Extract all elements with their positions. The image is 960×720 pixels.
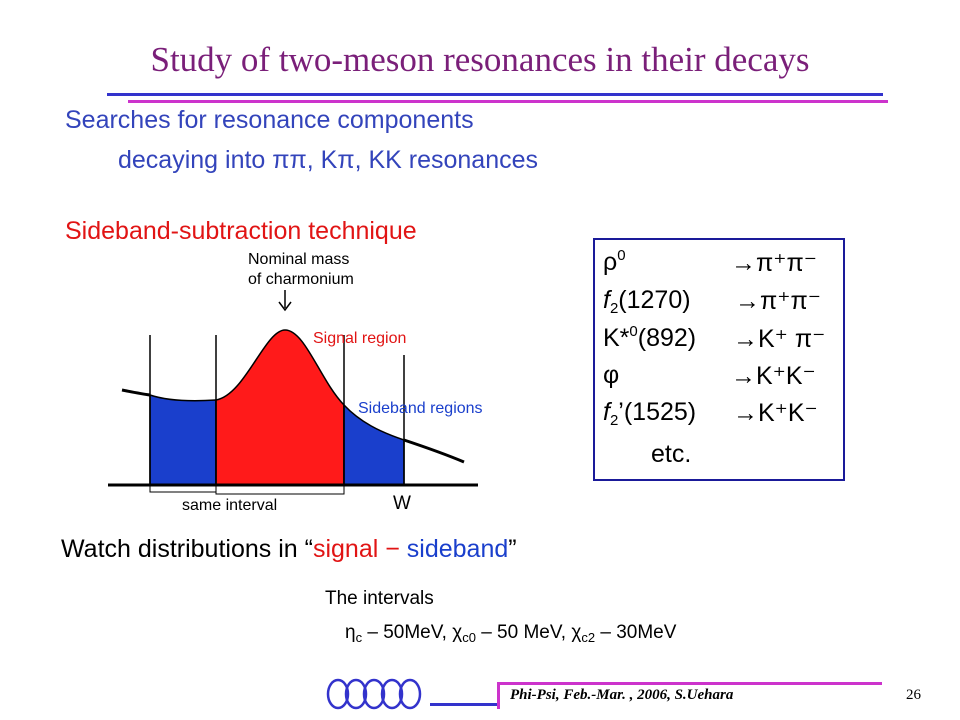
footer-bracket: [497, 682, 882, 709]
watch-suffix: ”: [508, 535, 517, 563]
nominal-label-line-2: of charmonium: [248, 271, 354, 288]
five-rings-logo-icon: [326, 678, 422, 710]
sideband-regions-label: Sideband regions: [358, 400, 483, 417]
chi2-symbol: χ: [571, 622, 582, 643]
watch-sideband: sideband: [406, 535, 509, 563]
chi0-symbol: χ: [452, 622, 463, 643]
eta-symbol: η: [345, 622, 356, 643]
page-number: 26: [906, 687, 921, 703]
watch-signal: signal: [312, 535, 379, 563]
chi0-sub: c0: [462, 630, 476, 645]
intro-line-2: decaying into ππ, Kπ, KK resonances: [118, 146, 539, 174]
section-title: Sideband-subtraction technique: [65, 217, 417, 245]
eta-sub: c: [355, 630, 363, 645]
title-underline-magenta: [128, 100, 888, 103]
decay-parent-mass: (1270): [618, 286, 691, 314]
chi2-sub: c2: [581, 630, 596, 645]
intervals-heading: The intervals: [325, 588, 434, 609]
decay-parent: f: [603, 286, 610, 314]
arrow-icon: →: [735, 287, 760, 315]
decay-products: π⁺π⁻: [760, 287, 821, 315]
decay-parent: ρ: [603, 248, 618, 276]
title-underline-blue: [107, 93, 883, 96]
arrow-icon: →: [731, 362, 756, 390]
arrow-icon: →: [733, 399, 758, 427]
decay-parent-mass: (892): [637, 324, 697, 352]
intro-line-1: Searches for resonance components: [65, 106, 474, 134]
decay-parent: K*: [603, 324, 630, 352]
decay-products: π⁺π⁻: [756, 249, 817, 277]
signal-region-fill: [215, 329, 345, 486]
same-interval-label: same interval: [182, 497, 278, 514]
decay-parent-sub: 2: [609, 412, 619, 429]
arrow-icon: →: [733, 325, 758, 353]
interval-bracket-right: [215, 485, 345, 495]
arrow-icon: →: [731, 249, 756, 277]
decay-parent-sub: 2: [609, 300, 619, 317]
intervals-values: ηc – 50MeV, χc0 – 50 MeV, χc2 – 30MeV: [345, 622, 677, 645]
nominal-mass-label: Nominal mass of charmonium: [248, 250, 354, 290]
w-axis-label: W: [393, 493, 411, 514]
background-curve-left: [121, 388, 151, 397]
decay-products: K⁺K⁻: [756, 362, 816, 390]
watch-minus: −: [378, 535, 407, 563]
decay-etc: etc.: [651, 440, 692, 468]
eta-interval: – 50MeV,: [362, 622, 453, 643]
footer-text: Phi-Psi, Feb.-Mar. , 2006, S.Uehara: [510, 687, 734, 703]
signal-region-label: Signal region: [313, 330, 407, 347]
decay-parent-sup: 0: [629, 323, 638, 340]
decay-products: K⁺ π⁻: [758, 325, 826, 353]
down-arrow-head: [278, 301, 292, 312]
footer-rule: [430, 703, 498, 706]
chi2-interval: – 30MeV: [595, 622, 677, 643]
slide-title: Study of two-meson resonances in their d…: [150, 40, 810, 79]
nominal-label-line-1: Nominal mass: [248, 251, 350, 268]
watch-distributions-line: Watch distributions in “signal − sideban…: [61, 535, 517, 564]
left-sideband-region: [149, 393, 217, 486]
watch-prefix: Watch distributions in “: [61, 535, 313, 563]
decay-parent-mass: ’(1525): [618, 398, 697, 426]
chi0-interval: – 50 MeV,: [475, 622, 572, 643]
decay-parent: f: [603, 398, 610, 426]
decay-list-box: ρ0 →π⁺π⁻ f2(1270) →π⁺π⁻ K*0(892) →K⁺ π⁻ …: [593, 238, 845, 481]
background-curve-right: [403, 438, 465, 464]
decay-parent-sup: 0: [617, 247, 626, 264]
decay-parent: φ: [603, 361, 620, 389]
decay-products: K⁺K⁻: [758, 399, 818, 427]
